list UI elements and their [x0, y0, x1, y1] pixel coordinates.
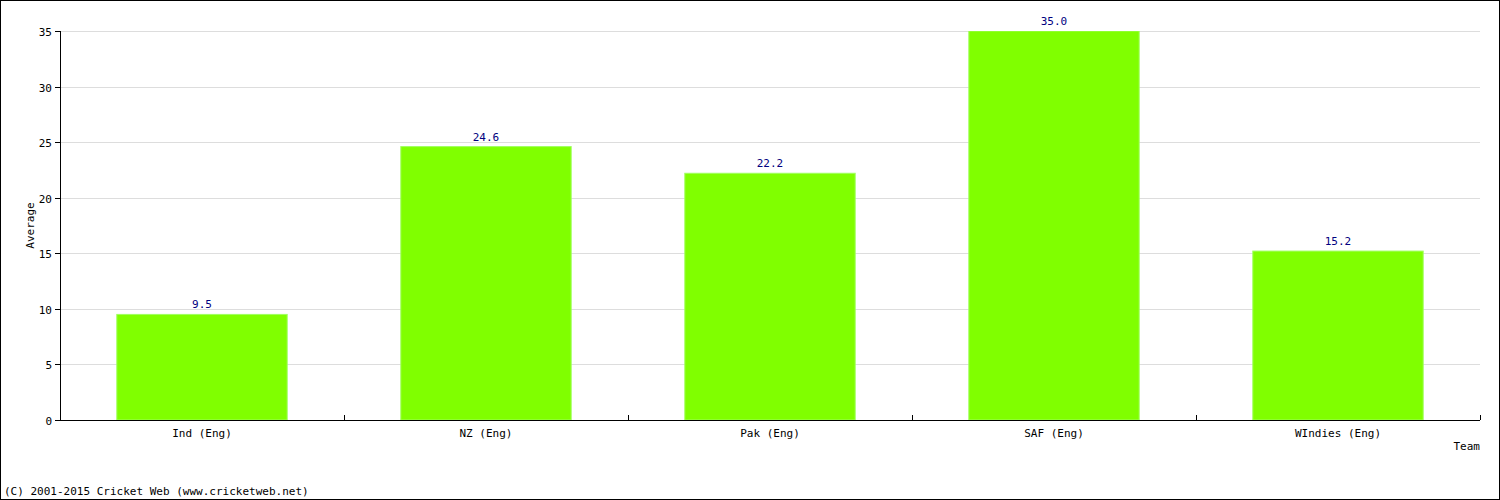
- data-label: 24.6: [473, 131, 500, 144]
- y-tick-label: 25: [39, 137, 52, 150]
- category-divider: [344, 415, 345, 420]
- bar: [969, 31, 1139, 420]
- bar: [401, 147, 571, 420]
- category-divider: [1480, 415, 1481, 420]
- y-tick-label: 10: [39, 304, 52, 317]
- grid-line: [60, 420, 1480, 421]
- x-tick-label: NZ (Eng): [460, 427, 513, 440]
- y-tick: [55, 198, 60, 199]
- y-tick-label: 0: [45, 415, 52, 428]
- bars: [117, 31, 1423, 420]
- y-tick-label: 5: [45, 359, 52, 372]
- y-tick-label: 35: [39, 26, 52, 39]
- frame: [1, 1, 1500, 500]
- y-tick: [55, 142, 60, 143]
- x-tick-label: SAF (Eng): [1024, 427, 1084, 440]
- y-axis: [60, 31, 61, 420]
- x-tick-label: Pak (Eng): [740, 427, 800, 440]
- x-tick-label: WIndies (Eng): [1295, 427, 1381, 440]
- data-label: 35.0: [1041, 15, 1068, 28]
- x-tick-label: Ind (Eng): [172, 427, 232, 440]
- grid-line: [60, 31, 1480, 32]
- category-divider: [628, 415, 629, 420]
- data-label: 9.5: [192, 298, 212, 311]
- credit: (C) 2001-2015 Cricket Web (www.cricketwe…: [4, 485, 309, 498]
- x-axis: [60, 420, 1480, 421]
- y-tick-label: 30: [39, 82, 52, 95]
- y-tick: [55, 31, 60, 32]
- y-tick-label: 20: [39, 193, 52, 206]
- y-tick: [55, 87, 60, 88]
- y-tick: [55, 364, 60, 365]
- x-axis-label: Team: [1454, 440, 1481, 453]
- data-label: 22.2: [757, 157, 784, 170]
- chart: 0 5 10 15 20 25 30 35 9.5 24.6 22.2 35.0 15.2 Ind (En…: [0, 0, 1500, 500]
- y-tick: [55, 309, 60, 310]
- category-divider: [912, 415, 913, 420]
- y-tick-label: 15: [39, 248, 52, 261]
- y-tick: [55, 253, 60, 254]
- bar: [685, 173, 855, 420]
- data-label: 15.2: [1325, 235, 1352, 248]
- bar: [117, 314, 287, 420]
- bar: [1253, 251, 1423, 420]
- grid-line: [60, 87, 1480, 88]
- grid-line: [60, 142, 1480, 143]
- category-divider: [1196, 415, 1197, 420]
- y-tick: [55, 420, 60, 421]
- y-axis-label: Average: [24, 202, 37, 248]
